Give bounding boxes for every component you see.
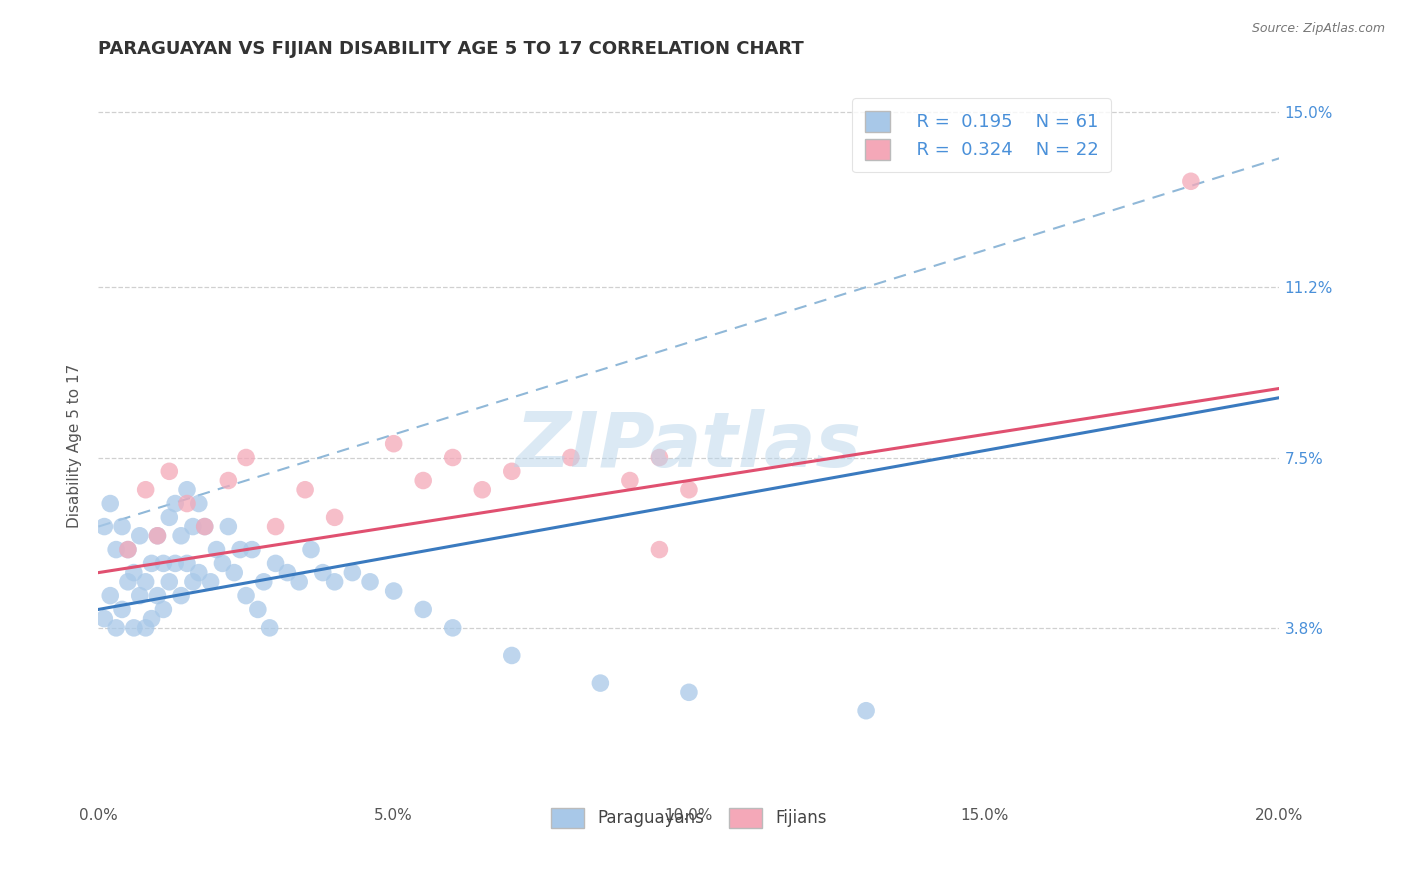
Point	[412, 474, 434, 488]
Point	[246, 602, 269, 616]
Legend: Paraguayans, Fijians: Paraguayans, Fijians	[537, 795, 841, 841]
Point	[122, 621, 145, 635]
Point	[111, 519, 134, 533]
Point	[276, 566, 298, 580]
Point	[253, 574, 276, 589]
Point	[200, 574, 222, 589]
Point	[294, 483, 316, 497]
Point	[312, 566, 335, 580]
Point	[235, 450, 257, 465]
Point	[288, 574, 311, 589]
Point	[157, 464, 180, 478]
Y-axis label: Disability Age 5 to 17: Disability Age 5 to 17	[67, 364, 83, 528]
Point	[229, 542, 252, 557]
Point	[157, 574, 180, 589]
Point	[98, 589, 121, 603]
Point	[323, 574, 346, 589]
Point	[128, 589, 150, 603]
Point	[181, 574, 204, 589]
Point	[146, 589, 169, 603]
Point	[176, 497, 198, 511]
Point	[105, 542, 128, 557]
Point	[128, 529, 150, 543]
Point	[217, 474, 239, 488]
Point	[501, 464, 523, 478]
Point	[194, 519, 217, 533]
Text: PARAGUAYAN VS FIJIAN DISABILITY AGE 5 TO 17 CORRELATION CHART: PARAGUAYAN VS FIJIAN DISABILITY AGE 5 TO…	[98, 40, 804, 58]
Point	[187, 497, 209, 511]
Point	[224, 566, 246, 580]
Point	[152, 557, 174, 571]
Point	[382, 436, 405, 450]
Point	[141, 612, 163, 626]
Point	[264, 519, 287, 533]
Point	[146, 529, 169, 543]
Point	[135, 483, 157, 497]
Point	[678, 483, 700, 497]
Point	[152, 602, 174, 616]
Point	[93, 519, 115, 533]
Point	[217, 519, 239, 533]
Text: ZIPatlas: ZIPatlas	[516, 409, 862, 483]
Point	[259, 621, 281, 635]
Point	[122, 566, 145, 580]
Point	[194, 519, 217, 533]
Text: Source: ZipAtlas.com: Source: ZipAtlas.com	[1251, 22, 1385, 36]
Point	[117, 574, 139, 589]
Point	[181, 519, 204, 533]
Point	[111, 602, 134, 616]
Point	[323, 510, 346, 524]
Point	[176, 557, 198, 571]
Point	[560, 450, 582, 465]
Point	[501, 648, 523, 663]
Point	[135, 621, 157, 635]
Point	[648, 542, 671, 557]
Point	[342, 566, 364, 580]
Point	[619, 474, 641, 488]
Point	[678, 685, 700, 699]
Point	[471, 483, 494, 497]
Point	[240, 542, 263, 557]
Point	[98, 497, 121, 511]
Point	[141, 557, 163, 571]
Point	[441, 450, 464, 465]
Point	[165, 497, 187, 511]
Point	[648, 450, 671, 465]
Point	[205, 542, 228, 557]
Point	[299, 542, 322, 557]
Point	[359, 574, 381, 589]
Point	[187, 566, 209, 580]
Point	[146, 529, 169, 543]
Point	[1180, 174, 1202, 188]
Point	[105, 621, 128, 635]
Point	[117, 542, 139, 557]
Point	[157, 510, 180, 524]
Point	[176, 483, 198, 497]
Point	[589, 676, 612, 690]
Point	[211, 557, 233, 571]
Point	[441, 621, 464, 635]
Point	[170, 589, 193, 603]
Point	[412, 602, 434, 616]
Point	[135, 574, 157, 589]
Point	[93, 612, 115, 626]
Point	[170, 529, 193, 543]
Point	[235, 589, 257, 603]
Point	[165, 557, 187, 571]
Point	[855, 704, 877, 718]
Point	[117, 542, 139, 557]
Point	[264, 557, 287, 571]
Point	[382, 584, 405, 599]
